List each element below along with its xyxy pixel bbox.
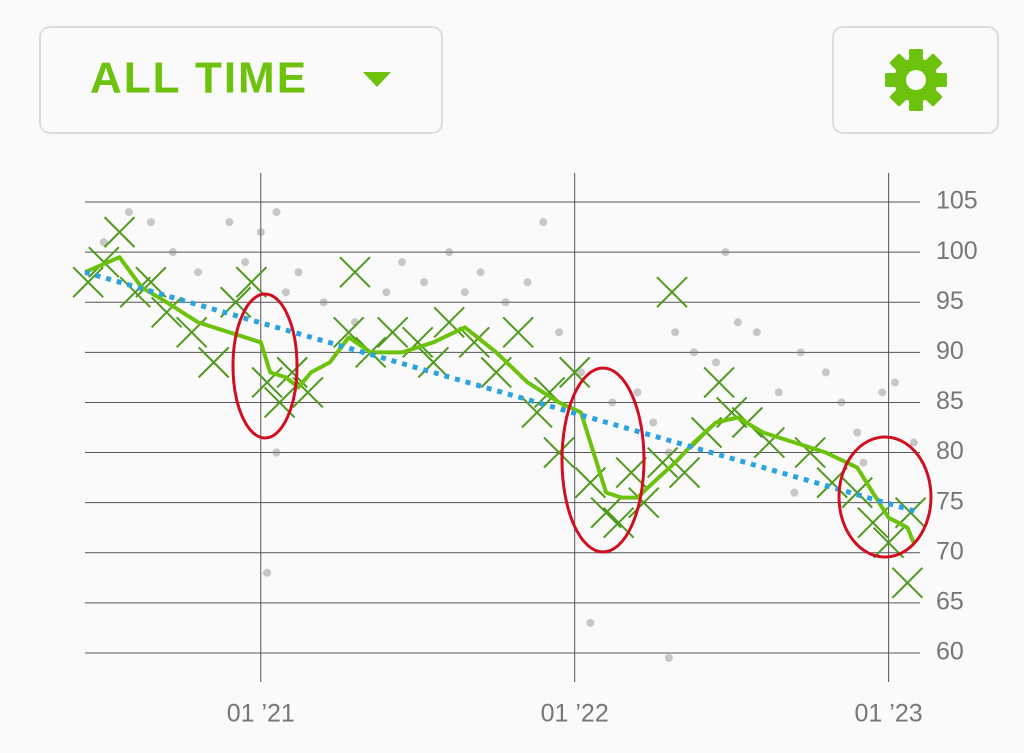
data-point bbox=[586, 618, 595, 627]
plot: 60 65 70 75 80 85 90 95 100 105 01 ’21 01 ’22 01 ’23 bbox=[72, 173, 978, 728]
data-point bbox=[649, 418, 658, 427]
data-point bbox=[703, 366, 735, 399]
y-tick-label: 95 bbox=[936, 287, 964, 315]
data-point bbox=[225, 218, 234, 227]
dropdown-arrow bbox=[363, 72, 391, 87]
data-point bbox=[721, 248, 730, 257]
data-point bbox=[796, 348, 805, 357]
data-point bbox=[194, 268, 203, 277]
data-point bbox=[417, 346, 450, 379]
data-point bbox=[646, 446, 679, 479]
data-point bbox=[376, 316, 409, 349]
button-frame bbox=[39, 26, 443, 134]
data-point bbox=[263, 568, 272, 577]
trend-line bbox=[84, 269, 921, 516]
data-point bbox=[890, 378, 899, 387]
data-point bbox=[555, 328, 564, 337]
data-point bbox=[445, 248, 454, 257]
data-point bbox=[543, 436, 575, 469]
y-tick-label: 70 bbox=[936, 537, 964, 565]
data-point bbox=[99, 238, 108, 247]
data-point bbox=[711, 358, 720, 367]
data-point bbox=[272, 448, 281, 457]
y-tick-label: 100 bbox=[936, 237, 978, 265]
data-point bbox=[521, 396, 553, 429]
data-point bbox=[523, 278, 532, 287]
data-point bbox=[420, 278, 429, 287]
data-point bbox=[281, 288, 290, 297]
data-point bbox=[859, 458, 868, 467]
data-point bbox=[460, 288, 469, 297]
highlight-ellipse bbox=[560, 366, 646, 554]
data-point bbox=[790, 488, 799, 497]
range-button[interactable]: ALL TIME bbox=[39, 26, 443, 134]
data-point bbox=[292, 376, 324, 409]
data-point bbox=[339, 256, 371, 288]
data-point bbox=[319, 298, 328, 307]
data-point bbox=[891, 567, 924, 599]
data-point bbox=[272, 208, 281, 217]
data-point bbox=[633, 388, 642, 397]
data-point bbox=[837, 398, 846, 407]
data-point bbox=[872, 527, 905, 559]
y-tick-label: 60 bbox=[936, 638, 964, 666]
highlight-ellipse bbox=[231, 292, 299, 440]
data-point bbox=[458, 326, 490, 359]
data-point bbox=[733, 318, 742, 327]
data-point bbox=[398, 258, 407, 267]
data-point bbox=[72, 266, 104, 298]
smoothed-line bbox=[84, 255, 916, 544]
data-point bbox=[294, 268, 303, 277]
data-point bbox=[857, 506, 889, 539]
data-point bbox=[124, 208, 133, 217]
data-point bbox=[251, 366, 283, 399]
data-point bbox=[656, 276, 688, 308]
data-point bbox=[502, 316, 534, 349]
data-point bbox=[501, 298, 510, 307]
data-point bbox=[103, 216, 136, 248]
y-tick-label: 65 bbox=[936, 587, 964, 615]
data-point bbox=[853, 428, 862, 437]
data-point bbox=[774, 388, 783, 397]
data-point bbox=[476, 268, 485, 277]
annotations bbox=[231, 292, 933, 559]
data-point bbox=[752, 328, 761, 337]
y-tick-label: 90 bbox=[936, 337, 964, 365]
data-point bbox=[150, 296, 183, 328]
data-point bbox=[168, 248, 177, 257]
data-point bbox=[146, 218, 155, 227]
gear-icon bbox=[885, 49, 947, 111]
button-label: ALL TIME bbox=[90, 54, 308, 103]
data-point bbox=[909, 438, 918, 447]
data-point bbox=[241, 258, 250, 267]
data-point bbox=[235, 266, 268, 298]
data-point bbox=[539, 218, 548, 227]
data-point bbox=[821, 368, 830, 377]
y-tick-label: 105 bbox=[936, 187, 978, 215]
data-point bbox=[197, 346, 230, 379]
data-point bbox=[256, 228, 265, 237]
data-point bbox=[615, 456, 647, 489]
data-point bbox=[576, 368, 585, 377]
data-point bbox=[671, 328, 680, 337]
y-tick-label: 75 bbox=[936, 487, 964, 515]
data-point bbox=[590, 496, 622, 529]
settings-button[interactable] bbox=[832, 26, 999, 134]
data-point bbox=[433, 306, 465, 338]
data-point bbox=[558, 356, 591, 389]
data-point bbox=[119, 276, 151, 308]
y-tick-label: 80 bbox=[936, 437, 964, 465]
data-point bbox=[689, 348, 698, 357]
data-point bbox=[382, 288, 391, 297]
data-point bbox=[664, 653, 673, 662]
data-point bbox=[878, 388, 887, 397]
highlight-ellipse bbox=[837, 435, 933, 559]
data-point bbox=[608, 398, 617, 407]
x-tick-label: 01 ’22 bbox=[541, 700, 609, 728]
data-point bbox=[628, 486, 660, 519]
x-tick-label: 01 ’23 bbox=[855, 700, 923, 728]
x-tick-label: 01 ’21 bbox=[227, 700, 295, 728]
y-tick-label: 85 bbox=[936, 387, 964, 415]
